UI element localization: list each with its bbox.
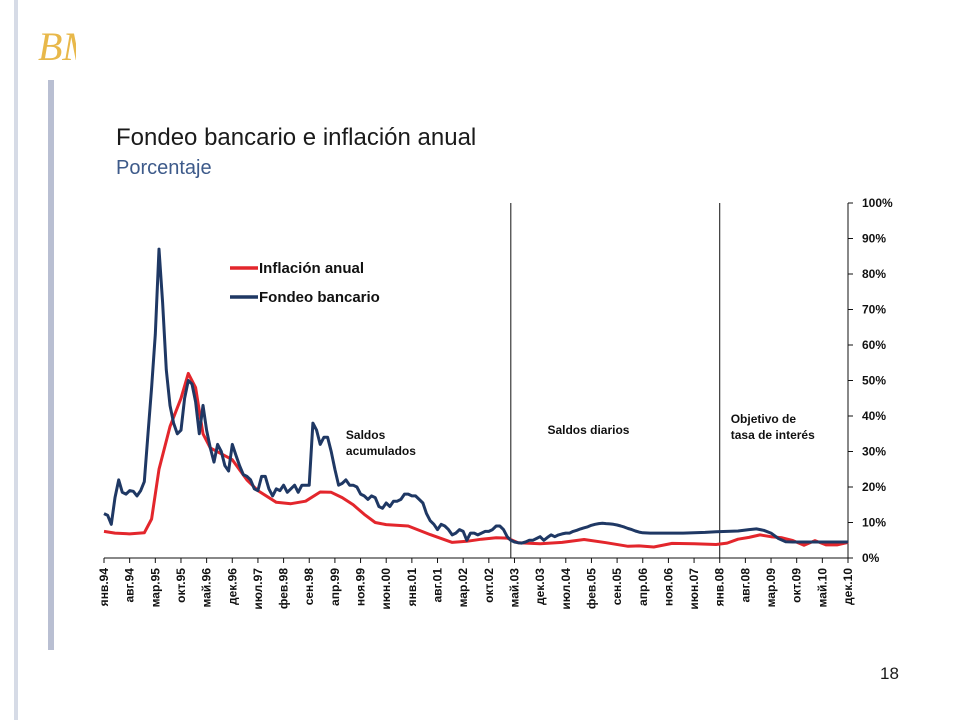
decorative-vertical-line xyxy=(14,0,18,720)
x-tick-label: апр.06 xyxy=(636,568,650,606)
x-tick-label: июл.04 xyxy=(559,568,573,610)
regime-lines xyxy=(510,203,721,558)
y-tick-label: 80% xyxy=(862,267,886,281)
x-tick-label: май.10 xyxy=(815,568,829,608)
x-tick-label: мар.02 xyxy=(456,568,470,608)
annotation-acumulados: acumulados xyxy=(346,444,416,458)
annotation-objetivo: Objetivo de xyxy=(731,412,797,426)
series-lines xyxy=(103,247,849,549)
legend-label: Fondeo bancario xyxy=(259,289,380,306)
x-tick-label: ноя.99 xyxy=(354,568,368,606)
page-number: 18 xyxy=(880,664,899,683)
x-tick-label: ноя.06 xyxy=(661,568,675,606)
x-tick-label: авг.01 xyxy=(431,568,445,603)
y-tick-label: 40% xyxy=(862,409,886,423)
y-tick-label: 50% xyxy=(862,374,886,388)
x-tick-label: июн.07 xyxy=(687,568,701,610)
accent-bar xyxy=(48,80,54,650)
x-tick-label: авг.94 xyxy=(123,568,137,603)
y-tick-label: 20% xyxy=(862,480,886,494)
x-tick-label: окт.95 xyxy=(174,568,188,603)
x-tick-label: мар.09 xyxy=(764,568,778,608)
x-tick-label: дек.03 xyxy=(533,568,547,605)
x-tick-label: июл.97 xyxy=(251,568,265,610)
x-tick-label: мар.95 xyxy=(148,568,162,608)
chart-axes xyxy=(104,203,849,559)
x-tick-label: янв.08 xyxy=(713,568,727,607)
y-tick-label: 100% xyxy=(862,196,893,210)
y-tick-label: 60% xyxy=(862,338,886,352)
annotation-objetivo: tasa de interés xyxy=(731,428,815,442)
logo-text: BM xyxy=(38,24,76,68)
series-line-inflacion xyxy=(103,371,849,549)
legend-label: Inflación anual xyxy=(259,260,364,277)
x-tick-label: дек.96 xyxy=(225,568,239,605)
x-tick-label: июн.00 xyxy=(379,568,393,610)
x-tick-label: сен.98 xyxy=(302,568,316,606)
y-tick-label: 10% xyxy=(862,516,886,530)
y-tick-label: 0% xyxy=(862,551,880,565)
x-tick-label: апр.99 xyxy=(328,568,342,606)
banxico-logo-icon: BM xyxy=(38,24,76,68)
x-tick-label: окт.02 xyxy=(482,568,496,603)
x-tick-label: окт.09 xyxy=(790,568,804,603)
x-tick-label: май.96 xyxy=(200,568,214,608)
annotation-diarios: Saldos diarios xyxy=(547,423,629,437)
x-tick-label: фев.05 xyxy=(584,568,598,609)
x-tick-label: дек.10 xyxy=(841,568,855,605)
page-title: Fondeo bancario e inflación anual xyxy=(116,124,477,151)
x-tick-label: янв.94 xyxy=(97,568,111,607)
x-axis-ticks: янв.94 авг.94 мар.95 окт.95 май.96 дек.96 июл.… xyxy=(97,558,855,610)
x-tick-label: фев.98 xyxy=(277,568,291,609)
annotation-acumulados: Saldos xyxy=(346,428,386,442)
x-tick-label: авг.08 xyxy=(738,568,752,603)
legend: Inflación anual Fondeo bancario xyxy=(230,260,380,306)
page-subtitle: Porcentaje xyxy=(116,157,212,179)
y-tick-label: 70% xyxy=(862,303,886,317)
x-tick-label: янв.01 xyxy=(405,568,419,607)
x-tick-label: сен.05 xyxy=(610,568,624,606)
y-axis-ticks: 0% 10% 20% 30% 40% 50% 60% 70% 80% 90% 100% xyxy=(848,196,893,565)
y-tick-label: 90% xyxy=(862,232,886,246)
series-line-fondeo xyxy=(103,247,848,545)
chart-annotations: Saldos acumulados Saldos diarios Objetivo d… xyxy=(346,412,815,458)
y-tick-label: 30% xyxy=(862,445,886,459)
x-tick-label: май.03 xyxy=(507,568,521,608)
